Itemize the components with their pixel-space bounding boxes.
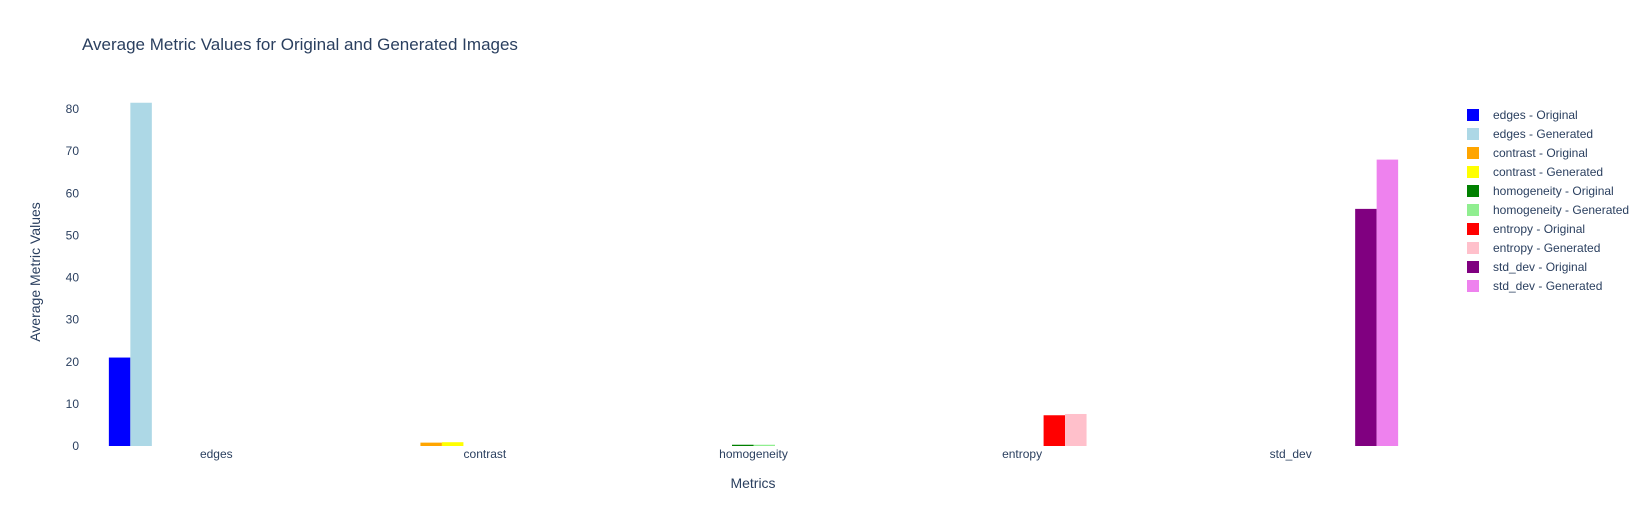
legend-swatch[interactable] — [1467, 147, 1479, 159]
y-tick-label: 20 — [66, 355, 80, 369]
y-tick-label: 10 — [66, 397, 80, 411]
legend-swatch[interactable] — [1467, 166, 1479, 178]
y-tick-label: 0 — [72, 439, 79, 453]
bar[interactable] — [108, 357, 131, 446]
y-tick-label: 40 — [66, 271, 80, 285]
x-axis-ticks: edges contrast homogeneity entropy std_dev — [200, 447, 1312, 461]
x-tick-label: contrast — [464, 447, 507, 461]
y-axis-ticks: 0 10 20 30 40 50 60 70 80 — [66, 102, 80, 453]
bar[interactable] — [1376, 159, 1399, 446]
legend-label[interactable]: entropy - Generated — [1493, 241, 1600, 255]
x-tick-label: entropy — [1002, 447, 1042, 461]
x-tick-label: homogeneity — [719, 447, 788, 461]
bar[interactable] — [441, 442, 464, 446]
legend-swatch[interactable] — [1467, 185, 1479, 197]
y-tick-label: 50 — [66, 228, 80, 242]
bar[interactable] — [1355, 208, 1377, 446]
legend-label[interactable]: contrast - Original — [1493, 146, 1588, 160]
legend-swatch[interactable] — [1467, 280, 1479, 292]
legend-swatch[interactable] — [1467, 223, 1479, 235]
bars — [108, 102, 1399, 446]
x-tick-label: std_dev — [1270, 447, 1312, 461]
y-tick-label: 70 — [66, 144, 80, 158]
bar[interactable] — [753, 444, 775, 446]
legend-swatch[interactable] — [1467, 128, 1479, 140]
bar[interactable] — [1043, 415, 1066, 446]
legend-label[interactable]: homogeneity - Original — [1493, 184, 1614, 198]
legend-label[interactable]: std_dev - Generated — [1493, 279, 1602, 293]
legend-label[interactable]: contrast - Generated — [1493, 165, 1603, 179]
legend: edges - Original edges - Generated contras… — [1467, 108, 1629, 293]
legend-label[interactable]: entropy - Original — [1493, 222, 1585, 236]
legend-swatch[interactable] — [1467, 261, 1479, 273]
legend-swatch[interactable] — [1467, 204, 1479, 216]
chart-title: Average Metric Values for Original and G… — [82, 35, 518, 54]
legend-swatch[interactable] — [1467, 242, 1479, 254]
y-tick-label: 60 — [66, 186, 80, 200]
bar[interactable] — [732, 444, 754, 446]
x-tick-label: edges — [200, 447, 233, 461]
legend-label[interactable]: homogeneity - Generated — [1493, 203, 1629, 217]
y-tick-label: 30 — [66, 313, 80, 327]
legend-swatch[interactable] — [1467, 109, 1479, 121]
legend-label[interactable]: edges - Generated — [1493, 127, 1593, 141]
legend-label[interactable]: edges - Original — [1493, 108, 1578, 122]
bar[interactable] — [130, 102, 152, 446]
y-axis-title: Average Metric Values — [27, 202, 43, 342]
x-axis-title: Metrics — [730, 475, 775, 491]
bar[interactable] — [420, 442, 442, 446]
y-tick-label: 80 — [66, 102, 80, 116]
legend-label[interactable]: std_dev - Original — [1493, 260, 1587, 274]
bar[interactable] — [1065, 413, 1087, 446]
